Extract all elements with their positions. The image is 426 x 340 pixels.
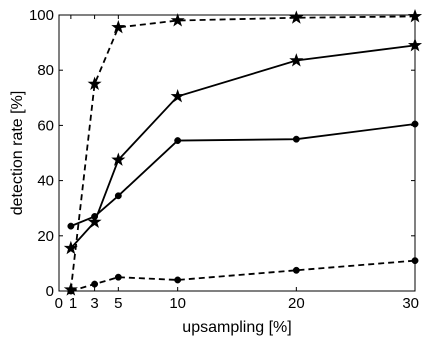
- data-point: [67, 287, 75, 295]
- data-point: [292, 266, 300, 274]
- data-point: [411, 257, 419, 265]
- series-4: [67, 257, 419, 295]
- y-tick-label: 40: [37, 173, 54, 190]
- data-point: [289, 53, 304, 67]
- plot-area: [58, 14, 416, 292]
- series-3: [67, 120, 419, 230]
- series-line: [69, 15, 416, 290]
- y-tick-label: 0: [46, 283, 54, 300]
- y-tick-label: 20: [37, 228, 54, 245]
- series-line: [70, 44, 416, 249]
- data-point: [87, 76, 102, 90]
- data-point: [63, 240, 78, 255]
- y-tick-label: 80: [37, 62, 54, 79]
- x-tick-label: 0: [55, 295, 63, 312]
- x-tick-label: 20: [288, 295, 305, 312]
- x-tick-label: 3: [90, 295, 98, 312]
- data-point: [111, 152, 126, 166]
- y-axis-label: detection rate [%]: [9, 91, 26, 216]
- data-point: [67, 222, 75, 230]
- data-point: [289, 10, 304, 24]
- series-layer: [63, 8, 423, 296]
- x-tick-label: 30: [402, 295, 419, 312]
- series-line: [70, 123, 416, 227]
- data-point: [407, 37, 423, 52]
- data-point: [91, 280, 99, 288]
- series-1: [63, 8, 423, 296]
- x-tick-label: 10: [169, 295, 186, 312]
- data-point: [114, 273, 122, 281]
- data-point: [292, 135, 300, 143]
- x-axis-label: upsampling [%]: [182, 319, 291, 336]
- data-point: [411, 120, 419, 128]
- y-tick-label: 60: [37, 117, 54, 134]
- series-line: [70, 259, 416, 292]
- x-tick-label: 1: [69, 295, 77, 312]
- data-point: [114, 192, 122, 200]
- data-point: [174, 276, 182, 284]
- series-2: [63, 37, 423, 255]
- data-point: [174, 137, 182, 145]
- x-tick-label: 5: [114, 295, 122, 312]
- y-tick-label: 100: [29, 7, 54, 24]
- data-point: [170, 13, 185, 27]
- data-point: [91, 213, 99, 220]
- data-point: [170, 89, 185, 103]
- data-point: [407, 8, 423, 23]
- data-point: [111, 20, 126, 34]
- data-point: [87, 214, 102, 228]
- y-axis: 0 20 40 60 80 100: [29, 7, 415, 300]
